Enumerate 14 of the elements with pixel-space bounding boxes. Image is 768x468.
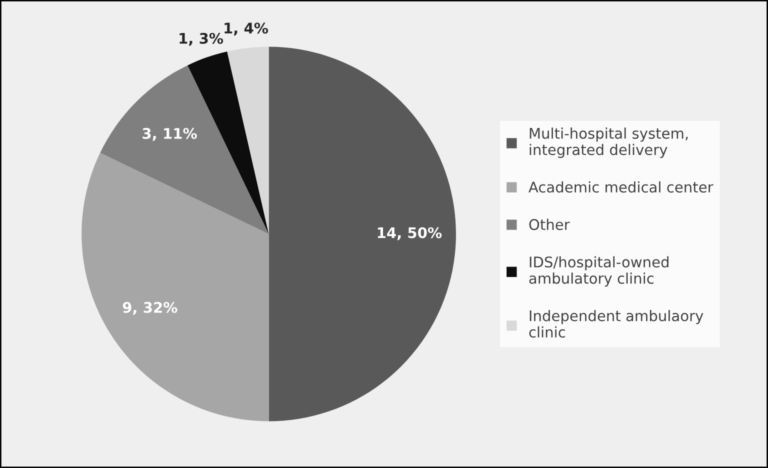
pie-slice (82, 152, 269, 422)
data-label: 9, 32% (122, 302, 178, 315)
legend-label: Academic medical center (528, 181, 714, 193)
data-label: 14, 50% (378, 227, 442, 240)
data-label: 1, 3% (180, 32, 224, 46)
data-label: 1, 4% (224, 22, 268, 36)
legend-label: Multi-hospital system, integrated delivery (530, 128, 688, 158)
pie-slice (227, 46, 269, 234)
legend-label: Other (529, 218, 570, 230)
data-label: 3, 11% (142, 128, 197, 141)
pie-slice (268, 46, 456, 422)
legend-label: IDS/hospital-owned ambulatory clinic (529, 256, 668, 287)
pie-slice (100, 65, 269, 234)
legend-label: Independent ambulaory clinic (529, 310, 704, 338)
